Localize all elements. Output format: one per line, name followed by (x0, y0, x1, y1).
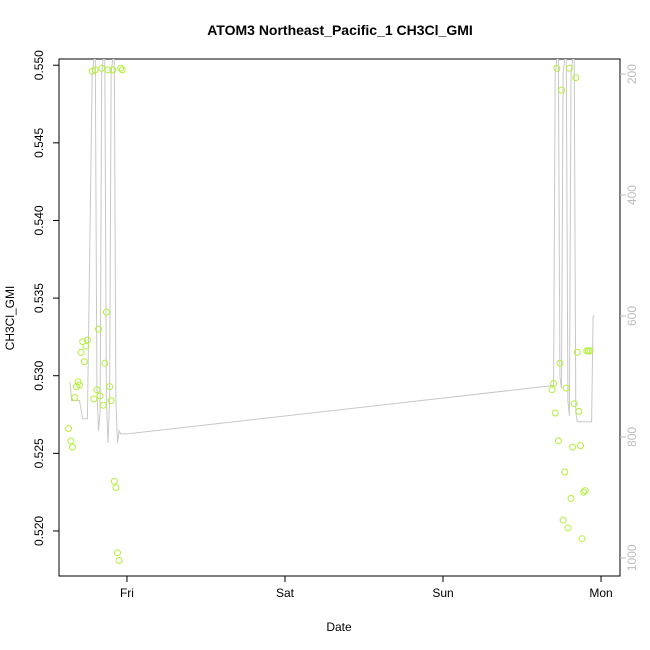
data-point (68, 443, 76, 451)
data-point (99, 401, 107, 409)
data-point (558, 86, 565, 94)
data-point (556, 359, 564, 367)
data-point (110, 477, 118, 485)
chart-title: ATOM3 Northeast_Pacific_1 CH3Cl_GMI (207, 22, 473, 38)
data-point (104, 66, 112, 74)
data-point (572, 74, 580, 82)
data-point (71, 394, 79, 401)
series-line-1 (69, 59, 595, 444)
y-tick-label: 0.525 (32, 438, 46, 468)
x-axis-label: Date (326, 620, 352, 634)
data-point (554, 437, 562, 445)
data-point (79, 338, 87, 346)
y-tick-label: 0.530 (32, 360, 46, 390)
data-point (106, 383, 114, 391)
x-axis: Fri Sat Sun Mon (120, 576, 613, 600)
plot-frame (58, 58, 621, 577)
y-tick-label: 0.545 (32, 127, 46, 157)
y-axis-label: CH3Cl_GMI (3, 286, 17, 351)
y2-tick-label: 400 (625, 185, 639, 205)
y2-tick-label: 800 (625, 427, 639, 447)
data-point (570, 400, 578, 408)
data-point (577, 442, 584, 450)
data-point (91, 66, 99, 74)
x-tick-label: Fri (120, 586, 134, 600)
data-point (67, 437, 75, 445)
data-point (95, 325, 102, 333)
data-point (550, 380, 558, 387)
data-point (112, 484, 120, 491)
y-tick-label: 0.520 (32, 516, 46, 546)
data-point (561, 468, 569, 476)
data-point (101, 359, 109, 367)
data-point (115, 557, 123, 564)
x-tick-label: Mon (589, 586, 612, 600)
data-point (580, 488, 588, 496)
data-point (569, 443, 577, 451)
x-tick-label: Sat (276, 586, 295, 600)
data-point (551, 409, 559, 417)
x-tick-label: Sun (432, 586, 453, 600)
data-point (114, 549, 121, 557)
data-point (118, 66, 126, 74)
data-point (109, 66, 117, 74)
data-point (65, 425, 72, 432)
y-axis-right: 200 400 600 800 1000 (620, 64, 639, 571)
y2-tick-label: 1000 (625, 544, 639, 571)
data-point (98, 64, 106, 72)
data-point (93, 386, 101, 394)
data-point (553, 64, 561, 72)
y-tick-label: 0.540 (32, 205, 46, 235)
series-lines (69, 59, 595, 444)
data-point (586, 347, 594, 355)
y-tick-label: 0.550 (32, 50, 46, 80)
data-point (77, 348, 85, 356)
data-point (573, 348, 581, 356)
data-point (565, 64, 573, 72)
data-point (76, 381, 83, 389)
data-point (567, 494, 575, 502)
data-point (575, 407, 583, 415)
series-points (65, 64, 594, 564)
data-point (564, 524, 572, 532)
data-point (117, 64, 125, 72)
y2-tick-label: 200 (625, 64, 639, 84)
data-point (107, 397, 115, 405)
data-point (82, 342, 90, 350)
data-point (80, 358, 88, 366)
data-point (102, 308, 110, 316)
y-axis-left: 0.520 0.525 0.530 0.535 0.540 0.545 0.550 (32, 50, 59, 546)
data-point (548, 386, 556, 394)
data-point (562, 384, 570, 392)
data-point (559, 516, 567, 524)
data-point (96, 392, 104, 400)
data-point (581, 487, 589, 495)
data-point (83, 336, 91, 344)
y2-tick-label: 600 (625, 306, 639, 326)
y-tick-label: 0.535 (32, 283, 46, 313)
data-point (578, 535, 586, 543)
data-point (90, 395, 98, 403)
